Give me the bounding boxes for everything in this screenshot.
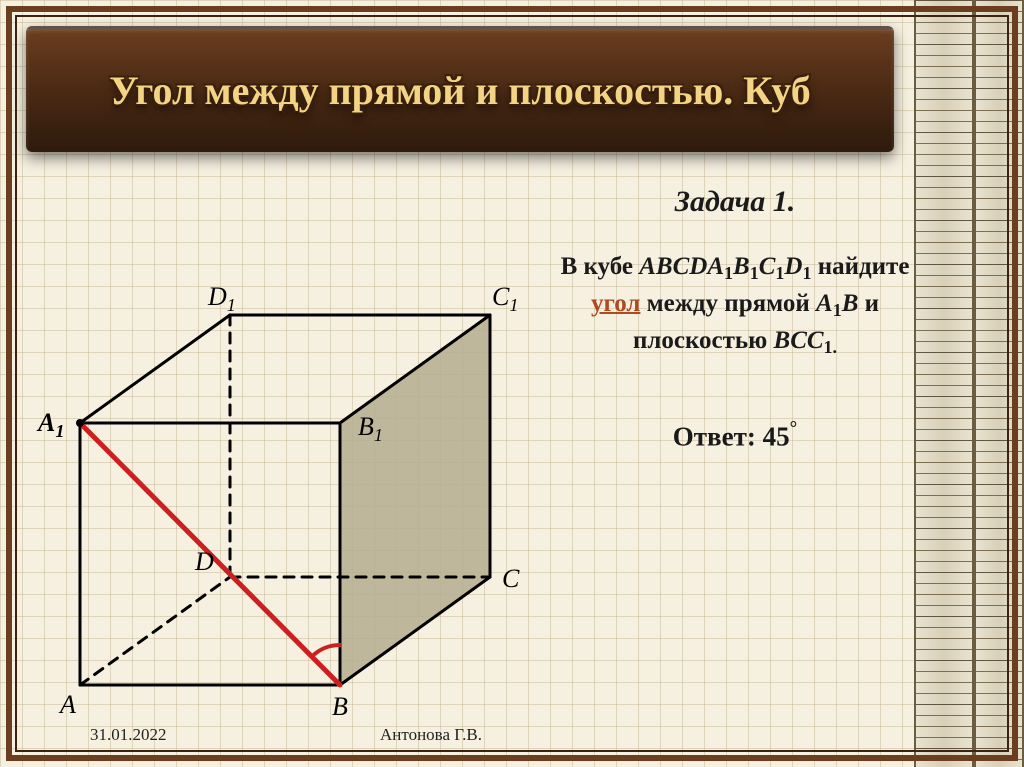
svg-text:C: C bbox=[502, 564, 520, 593]
svg-text:D: D bbox=[194, 547, 214, 576]
svg-text:A: A bbox=[58, 690, 76, 719]
svg-text:D1: D1 bbox=[207, 282, 236, 315]
cube-name: ABCDA1B1C1D1 bbox=[639, 253, 811, 280]
svg-text:B: B bbox=[332, 692, 348, 721]
task-text-column: Задача 1. В кубе ABCDA1B1C1D1 найдите уг… bbox=[560, 185, 910, 453]
task-body-mid1: найдите bbox=[811, 253, 909, 280]
task-body-mid2: между прямой bbox=[640, 290, 816, 317]
svg-text:A1: A1 bbox=[36, 408, 64, 441]
slide-title: Угол между прямой и плоскостью. Куб bbox=[109, 67, 811, 115]
answer-label: Ответ: bbox=[673, 422, 763, 452]
line-name: A1B bbox=[816, 290, 858, 317]
svg-text:C1: C1 bbox=[492, 282, 518, 315]
answer-unit: ° bbox=[790, 418, 798, 439]
cube-diagram: ABCDA1B1C1D1 bbox=[20, 175, 550, 725]
ruler-decor bbox=[914, 0, 1024, 767]
footer-author: Антонова Г.В. bbox=[380, 725, 482, 745]
task-body-pre: В кубе bbox=[561, 253, 640, 280]
task-body: В кубе ABCDA1B1C1D1 найдите угол между п… bbox=[560, 249, 910, 360]
footer-date: 31.01.2022 bbox=[90, 725, 167, 745]
plane-name: BCC1. bbox=[774, 327, 838, 354]
answer-line: Ответ: 45° bbox=[560, 418, 910, 452]
answer-value: 45 bbox=[763, 422, 790, 452]
ugol-word: угол bbox=[591, 290, 640, 317]
title-banner: Угол между прямой и плоскостью. Куб bbox=[26, 26, 894, 152]
task-heading: Задача 1. bbox=[560, 185, 910, 219]
